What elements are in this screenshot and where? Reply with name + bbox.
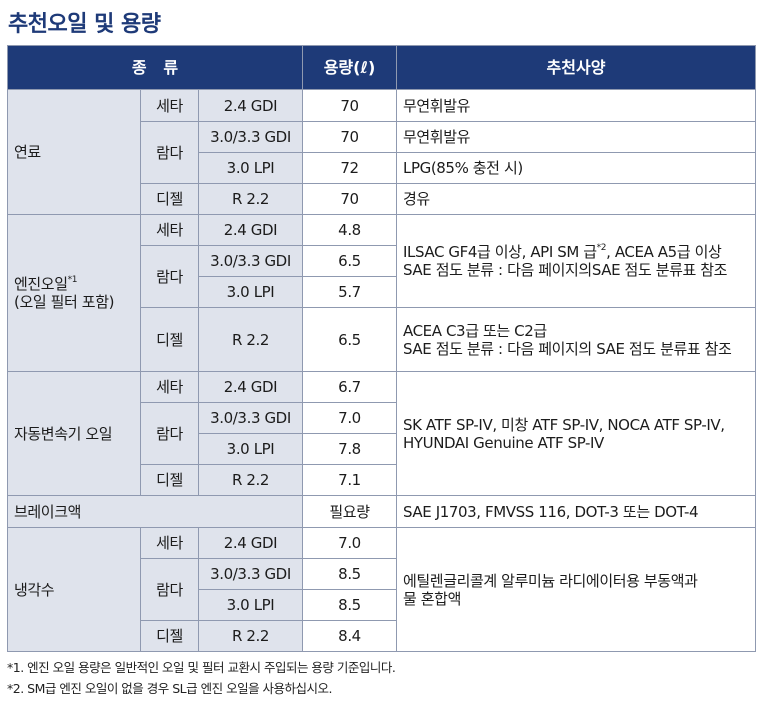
model-cell: 세타 — [140, 89, 199, 122]
spec-cell: 경유 — [396, 183, 756, 215]
table-row: 람다 3.0/3.3 GDI 8.5 — [8, 558, 756, 621]
capacity-cell: 8.5 — [302, 589, 397, 621]
table-row: 3.0 LPI 7.8 — [8, 433, 756, 465]
table-row: 디젤 R 2.2 8.4 — [8, 620, 756, 652]
header-capacity: 용량(ℓ) — [302, 45, 397, 90]
category-engine-oil: 엔진오일*1 (오일 필터 포함) — [7, 214, 141, 372]
spec-cell: 무연휘발유 — [396, 89, 756, 122]
model-cell: 디젤 — [140, 620, 199, 652]
engine-cell: 3.0/3.3 GDI — [198, 245, 303, 277]
category-coolant: 냉각수 — [7, 527, 141, 652]
capacity-cell: 8.4 — [302, 620, 397, 652]
footnote-marker: *2 — [596, 243, 607, 253]
engine-cell: 3.0/3.3 GDI — [198, 402, 303, 434]
table-row: 엔진오일*1 (오일 필터 포함) 세타 2.4 GDI 4.8 ILSAC G… — [7, 214, 756, 372]
table-row: 디젤 R 2.2 7.1 — [8, 464, 756, 496]
spec-line: HYUNDAI Genuine ATF SP-IV — [403, 433, 604, 452]
capacity-cell: 6.5 — [302, 245, 397, 277]
capacity-cell: 6.7 — [302, 371, 397, 403]
category-brake-fluid: 브레이크액 — [7, 495, 303, 528]
table-row: 3.0 LPI 5.7 — [8, 276, 756, 308]
spec-cell: SAE J1703, FMVSS 116, DOT-3 또는 DOT-4 — [396, 495, 756, 528]
table-row: 디젤 R 2.2 70 경유 — [8, 183, 756, 215]
table-row: 자동변속기 오일 세타 2.4 GDI 6.7 SK ATF SP-IV, 미창… — [7, 371, 756, 496]
footnote-2: *2. SM급 엔진 오일이 없을 경우 SL급 엔진 오일을 사용하십시오. — [7, 681, 333, 696]
engine-cell: 2.4 GDI — [198, 214, 303, 246]
table-header-row: 종 류 용량(ℓ) 추천사양 — [7, 45, 756, 90]
engine-cell: R 2.2 — [198, 620, 303, 652]
capacity-cell: 70 — [302, 183, 397, 215]
capacity-cell: 70 — [302, 89, 397, 122]
table-row: 람다 3.0/3.3 GDI 7.0 — [8, 402, 756, 465]
table-row: 냉각수 세타 2.4 GDI 7.0 에틸렌글리콜계 알루미늄 라디에이터용 부… — [7, 527, 756, 652]
spec-line: , ACEA A5급 이상 — [606, 243, 722, 261]
capacity-cell: 5.7 — [302, 276, 397, 308]
page-title: 추천오일 및 용량 — [8, 12, 161, 37]
spec-line: ACEA C3급 또는 C2급 — [403, 321, 547, 340]
table-row: 디젤 R 2.2 6.5 ACEA C3급 또는 C2급 SAE 점도 분류 :… — [8, 307, 756, 372]
spec-cell-diesel-engine-oil: ACEA C3급 또는 C2급 SAE 점도 분류 : 다음 페이지의 SAE … — [396, 307, 756, 372]
engine-cell: R 2.2 — [198, 464, 303, 496]
oil-capacity-table: 종 류 용량(ℓ) 추천사양 연료 세타 2.4 GDI 70 무연휘발유 람다… — [7, 45, 756, 652]
model-cell: 람다 — [140, 402, 199, 465]
model-cell: 세타 — [140, 214, 199, 246]
spec-cell-gasoline-engine-oil: ILSAC GF4급 이상, API SM 급*2, ACEA A5급 이상 S… — [396, 214, 756, 308]
spec-line: 물 혼합액 — [403, 589, 461, 608]
spec-cell: 무연휘발유 — [396, 121, 756, 153]
model-cell: 람다 — [140, 245, 199, 308]
footnotes: *1. 엔진 오일 용량은 일반적인 오일 및 필터 교환시 주입되는 용량 기… — [7, 657, 396, 699]
engine-cell: 3.0 LPI — [198, 433, 303, 465]
footnote-marker: *1 — [67, 275, 78, 285]
capacity-cell: 7.1 — [302, 464, 397, 496]
category-fuel: 연료 — [7, 89, 141, 215]
capacity-cell: 7.0 — [302, 402, 397, 434]
capacity-cell: 4.8 — [302, 214, 397, 246]
engine-cell: R 2.2 — [198, 183, 303, 215]
spec-cell: LPG(85% 충전 시) — [396, 152, 756, 184]
capacity-cell: 8.5 — [302, 558, 397, 590]
spec-line: SAE 점도 분류 : 다음 페이지의 SAE 점도 분류표 참조 — [403, 339, 732, 358]
spec-line: 에틸렌글리콜계 알루미늄 라디에이터용 부동액과 — [403, 571, 698, 590]
model-cell: 람다 — [140, 558, 199, 621]
capacity-cell: 72 — [302, 152, 397, 184]
engine-cell: 3.0 LPI — [198, 276, 303, 308]
engine-cell: 2.4 GDI — [198, 527, 303, 559]
header-type: 종 류 — [7, 45, 303, 90]
engine-cell: R 2.2 — [198, 307, 303, 372]
engine-cell: 3.0/3.3 GDI — [198, 121, 303, 153]
spec-line: SK ATF SP-IV, 미창 ATF SP-IV, NOCA ATF SP-… — [403, 415, 725, 434]
model-cell: 람다 — [140, 121, 199, 184]
spec-line: ILSAC GF4급 이상, API SM 급 — [403, 243, 597, 261]
table-row: 3.0 LPI 72 LPG(85% 충전 시) — [8, 152, 756, 184]
category-engine-oil-line1: 엔진오일 — [14, 275, 68, 293]
spec-cell-coolant: 에틸렌글리콜계 알루미늄 라디에이터용 부동액과 물 혼합액 — [396, 527, 756, 652]
capacity-cell: 70 — [302, 121, 397, 153]
model-cell: 디젤 — [140, 183, 199, 215]
capacity-cell: 7.0 — [302, 527, 397, 559]
capacity-cell: 필요량 — [302, 495, 397, 528]
capacity-cell: 7.8 — [302, 433, 397, 465]
model-cell: 디젤 — [140, 464, 199, 496]
footnote-1: *1. 엔진 오일 용량은 일반적인 오일 및 필터 교환시 주입되는 용량 기… — [7, 660, 396, 675]
engine-cell: 2.4 GDI — [198, 371, 303, 403]
engine-cell: 2.4 GDI — [198, 89, 303, 122]
model-cell: 디젤 — [140, 307, 199, 372]
header-recommendation: 추천사양 — [396, 45, 756, 90]
engine-cell: 3.0/3.3 GDI — [198, 558, 303, 590]
model-cell: 세타 — [140, 527, 199, 559]
category-transmission-oil: 자동변속기 오일 — [7, 371, 141, 496]
engine-cell: 3.0 LPI — [198, 152, 303, 184]
table-row: 람다 3.0/3.3 GDI 70 무연휘발유 — [8, 121, 756, 184]
model-cell: 세타 — [140, 371, 199, 403]
spec-cell-transmission: SK ATF SP-IV, 미창 ATF SP-IV, NOCA ATF SP-… — [396, 371, 756, 496]
capacity-cell: 6.5 — [302, 307, 397, 372]
table-row: 람다 3.0/3.3 GDI 6.5 — [8, 245, 756, 308]
category-engine-oil-line2: (오일 필터 포함) — [14, 293, 115, 311]
table-row: 연료 세타 2.4 GDI 70 무연휘발유 — [7, 89, 756, 215]
engine-cell: 3.0 LPI — [198, 589, 303, 621]
spec-line: SAE 점도 분류 : 다음 페이지의SAE 점도 분류표 참조 — [403, 261, 728, 279]
table-row: 3.0 LPI 8.5 — [8, 589, 756, 621]
table-row: 브레이크액 필요량 SAE J1703, FMVSS 116, DOT-3 또는… — [7, 495, 756, 528]
